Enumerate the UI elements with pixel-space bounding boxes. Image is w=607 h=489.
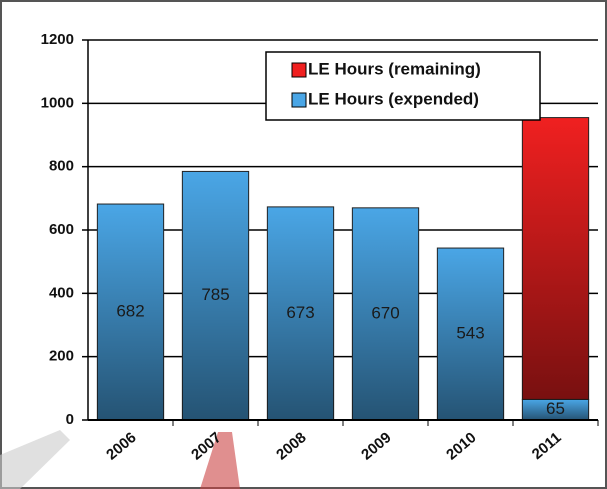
bar-shade bbox=[267, 206, 334, 420]
data-label: 673 bbox=[286, 303, 314, 322]
data-label: 543 bbox=[456, 324, 484, 343]
legend-swatch bbox=[291, 62, 307, 78]
y-tick-label: 1200 bbox=[41, 31, 74, 48]
bar-shade bbox=[522, 399, 589, 420]
legend-label: LE Hours (remaining) bbox=[308, 59, 481, 78]
y-tick-label: 200 bbox=[49, 348, 74, 365]
data-label: 785 bbox=[201, 285, 229, 304]
data-label: 670 bbox=[371, 303, 399, 322]
y-tick-label: 800 bbox=[49, 158, 74, 175]
bar-shade bbox=[97, 204, 164, 420]
legend-swatch bbox=[291, 92, 307, 108]
legend-box bbox=[265, 51, 541, 121]
y-tick-label: 400 bbox=[49, 284, 74, 301]
y-tick-label: 600 bbox=[49, 221, 74, 238]
bar-shade bbox=[437, 248, 504, 420]
bar-shade bbox=[182, 171, 249, 420]
plane bbox=[0, 430, 240, 489]
data-label: 682 bbox=[116, 302, 144, 321]
bar-shade bbox=[522, 117, 589, 400]
y-tick-label: 0 bbox=[66, 411, 74, 428]
legend-label: LE Hours (expended) bbox=[308, 89, 479, 108]
data-label: 65 bbox=[546, 399, 565, 418]
bar-shade bbox=[352, 207, 419, 420]
y-tick-label: 1000 bbox=[41, 94, 74, 111]
